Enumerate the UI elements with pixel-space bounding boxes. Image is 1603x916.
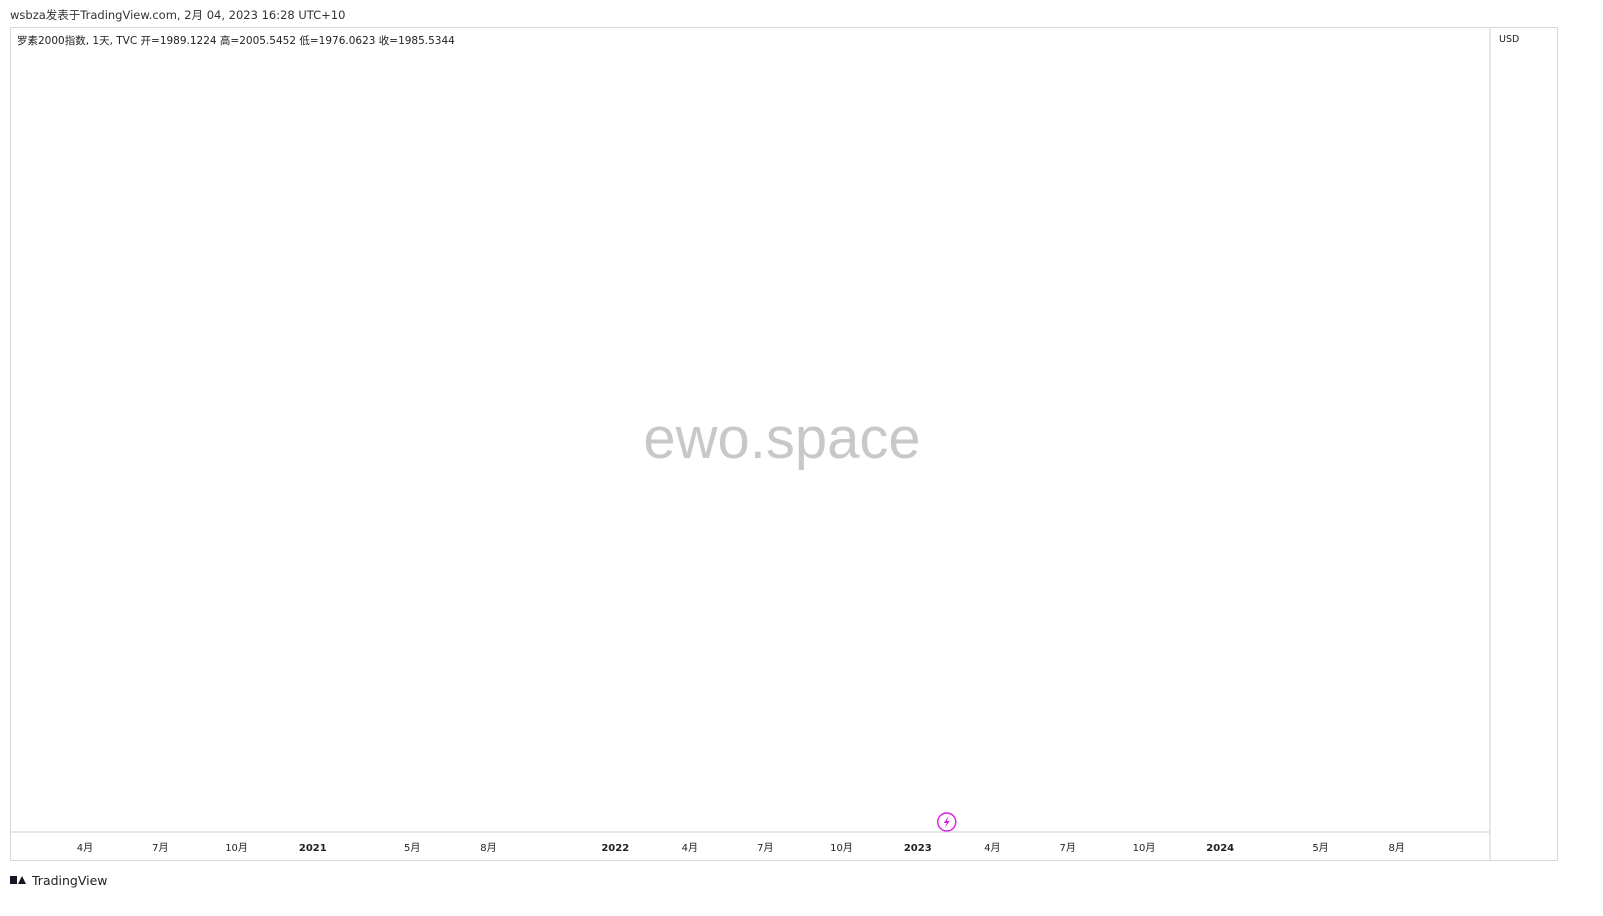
footer-brand: TradingView [32,872,108,888]
x-tick-label: 7月 [152,842,168,854]
x-tick-label: 8月 [480,842,496,854]
x-tick-label: 4月 [984,842,1000,854]
watermark: ewo.space [643,406,920,471]
publish-caption: wsbza发表于TradingView.com, 2月 04, 2023 16:… [10,8,346,22]
x-tick-label: 4月 [682,842,698,854]
x-tick-label: 10月 [1133,842,1156,854]
x-tick-label: 7月 [757,842,773,854]
x-tick-label: 2022 [601,843,629,854]
x-tick-label: 10月 [830,842,853,854]
chart-frame [10,27,1558,861]
x-tick-label: 10月 [225,842,248,854]
x-tick-label: 5月 [404,842,420,854]
x-tick-label: 4月 [77,842,93,854]
x-tick-label: 2023 [904,843,932,854]
x-tick-label: 5月 [1312,842,1328,854]
x-tick-label: 8月 [1389,842,1405,854]
x-tick-label: 2024 [1206,843,1234,854]
currency-label: USD [1499,34,1519,45]
tradingview-footer[interactable]: TradingView [10,872,108,888]
tradingview-logo-icon [10,875,26,885]
x-tick-label: 7月 [1060,842,1076,854]
x-tick-label: 2021 [299,843,327,854]
event-flash-glyph [943,816,950,828]
symbol-info: 罗素2000指数, 1天, TVC 开=1989.1224 高=2005.545… [17,34,455,47]
